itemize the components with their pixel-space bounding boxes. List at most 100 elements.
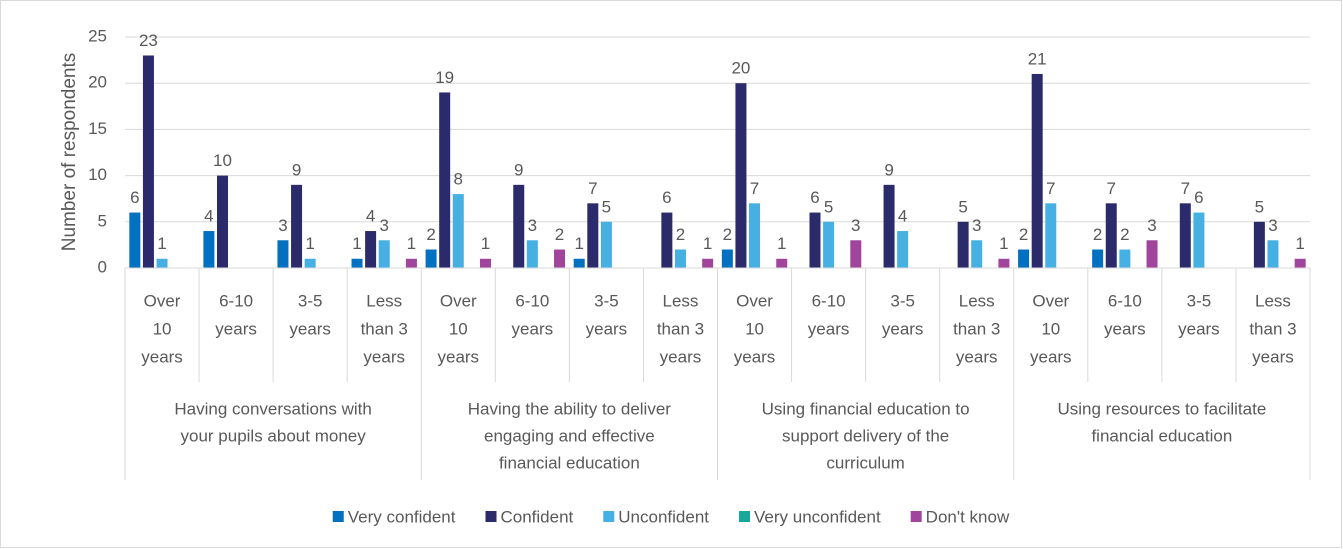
data-label: 1 — [703, 234, 712, 253]
data-label: 5 — [824, 197, 833, 216]
bar — [1045, 203, 1057, 268]
bar — [142, 55, 154, 269]
data-label: 1 — [407, 234, 416, 253]
group-label: curriculum — [826, 453, 904, 472]
x-tick-label: years — [882, 319, 924, 338]
bar — [600, 221, 612, 268]
bar — [378, 240, 390, 268]
bar — [277, 240, 289, 268]
data-label: 6 — [130, 188, 139, 207]
y-tick-label: 0 — [98, 257, 107, 276]
y-tick-label: 10 — [88, 165, 107, 184]
data-label: 1 — [305, 234, 314, 253]
legend-swatch — [332, 511, 344, 522]
legend-swatch — [739, 511, 751, 522]
x-tick-label: 6-10 — [1108, 291, 1142, 310]
data-label: 7 — [1181, 179, 1190, 198]
bar — [573, 258, 585, 268]
y-tick-label: 5 — [98, 211, 107, 230]
x-tick-label: 10 — [449, 319, 468, 338]
data-label: 2 — [426, 225, 435, 244]
bar — [1031, 73, 1043, 269]
data-label: 10 — [213, 151, 232, 170]
data-label: 2 — [555, 225, 564, 244]
bar — [721, 249, 733, 268]
data-label: 8 — [454, 170, 463, 189]
x-tick-label: 6-10 — [515, 291, 549, 310]
bar — [1018, 249, 1030, 268]
data-label: 3 — [851, 216, 860, 235]
data-label: 3 — [528, 216, 537, 235]
data-label: 5 — [1255, 197, 1264, 216]
bar — [850, 240, 862, 268]
bar — [809, 212, 821, 268]
data-label: 9 — [884, 160, 893, 179]
data-label: 5 — [602, 197, 611, 216]
y-tick-label: 25 — [88, 26, 107, 45]
x-tick-label: Less — [959, 291, 995, 310]
bar — [304, 258, 316, 268]
bar — [776, 258, 788, 268]
data-label: 2 — [723, 225, 732, 244]
data-label: 3 — [972, 216, 981, 235]
x-tick-label: 3-5 — [594, 291, 619, 310]
data-label: 2 — [1019, 225, 1028, 244]
bar — [957, 221, 969, 268]
group-label: Using resources to facilitate — [1057, 399, 1266, 418]
bar — [351, 258, 363, 268]
data-label: 5 — [958, 197, 967, 216]
bar — [1253, 221, 1265, 268]
data-label: 21 — [1028, 49, 1047, 68]
data-label: 1 — [1295, 234, 1304, 253]
bar — [897, 231, 909, 268]
x-tick-label: years — [215, 319, 257, 338]
legend-label: Unconfident — [618, 507, 709, 526]
x-tick-label: 10 — [745, 319, 764, 338]
x-tick-label: years — [1030, 347, 1072, 366]
x-tick-label: Less — [663, 291, 699, 310]
data-label: 2 — [1120, 225, 1129, 244]
data-label: 7 — [750, 179, 759, 198]
data-label: 1 — [481, 234, 490, 253]
x-tick-label: 3-5 — [1187, 291, 1212, 310]
data-label: 3 — [379, 216, 388, 235]
x-tick-label: Over — [736, 291, 773, 310]
x-tick-label: years — [289, 319, 331, 338]
x-tick-label: Over — [440, 291, 477, 310]
x-tick-label: than 3 — [657, 319, 704, 338]
bar — [661, 212, 673, 268]
bar — [883, 184, 895, 268]
bar — [1146, 240, 1158, 268]
x-tick-label: than 3 — [953, 319, 1000, 338]
group-label: your pupils about money — [181, 426, 367, 445]
legend-swatch — [910, 511, 922, 522]
x-tick-label: years — [586, 319, 628, 338]
y-axis-label: Number of respondents — [59, 53, 80, 252]
x-tick-label: years — [363, 347, 405, 366]
bar — [587, 203, 599, 268]
x-tick-label: years — [1178, 319, 1220, 338]
data-label: 3 — [1268, 216, 1277, 235]
data-label: 1 — [574, 234, 583, 253]
x-tick-label: years — [1252, 347, 1294, 366]
data-label: 2 — [676, 225, 685, 244]
bar — [526, 240, 538, 268]
legend-label: Confident — [501, 507, 574, 526]
data-label: 9 — [292, 160, 301, 179]
group-label: support delivery of the — [782, 426, 949, 445]
data-label: 6 — [810, 188, 819, 207]
y-tick-label: 20 — [88, 73, 107, 92]
data-label: 7 — [1107, 179, 1116, 198]
x-tick-label: Less — [1255, 291, 1291, 310]
bar — [425, 249, 437, 268]
data-label: 1 — [999, 234, 1008, 253]
group-label: Having conversations with — [174, 399, 371, 418]
bar — [156, 258, 168, 268]
x-tick-label: than 3 — [361, 319, 408, 338]
data-label: 6 — [662, 188, 671, 207]
data-label: 20 — [731, 59, 750, 78]
group-label: Using financial education to — [762, 399, 970, 418]
x-tick-label: years — [956, 347, 998, 366]
data-label: 23 — [139, 31, 158, 50]
x-tick-label: years — [512, 319, 554, 338]
